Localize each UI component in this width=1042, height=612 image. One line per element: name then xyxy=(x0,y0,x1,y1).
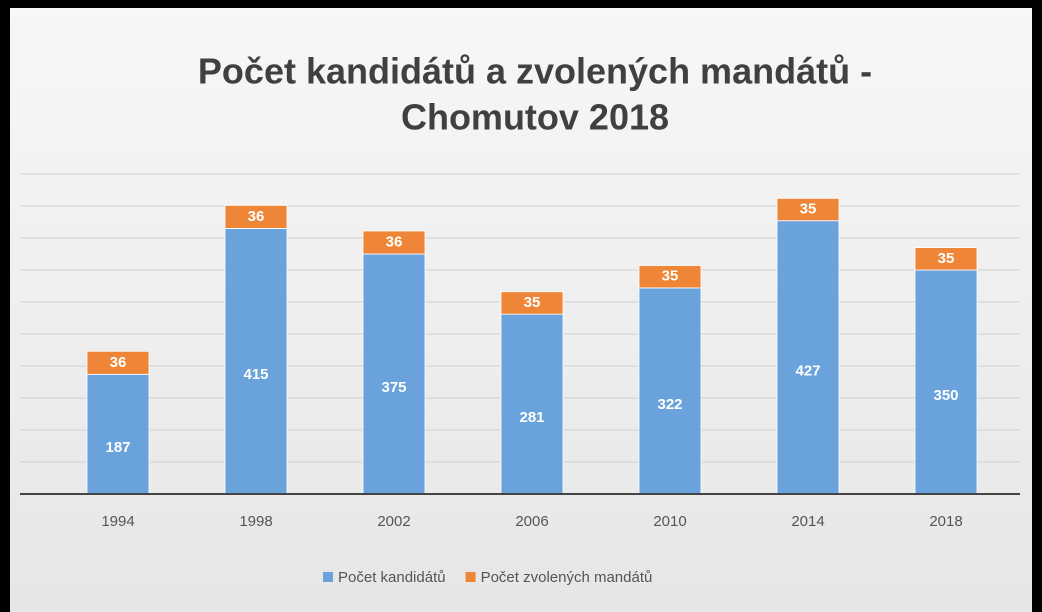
bar-segment xyxy=(362,253,426,495)
bar-segment xyxy=(86,373,150,495)
data-label: 35 xyxy=(800,200,817,217)
x-tick-label: 2014 xyxy=(791,513,824,530)
bar-segment xyxy=(86,350,150,375)
data-label: 375 xyxy=(381,379,406,396)
data-label: 36 xyxy=(386,233,403,250)
data-label: 350 xyxy=(933,387,958,404)
data-label: 36 xyxy=(110,354,127,371)
chart-title: Chomutov 2018 xyxy=(401,97,669,138)
data-label: 36 xyxy=(248,208,265,225)
x-tick-label: 2010 xyxy=(653,513,686,530)
data-label: 35 xyxy=(938,250,955,267)
data-label: 35 xyxy=(524,294,541,311)
bar-segment xyxy=(362,230,426,255)
bar-segment xyxy=(500,291,564,315)
data-label: 415 xyxy=(243,366,268,383)
legend-label: Počet zvolených mandátů xyxy=(481,569,653,586)
bar-segment xyxy=(500,313,564,495)
data-label: 35 xyxy=(662,268,679,285)
data-label: 427 xyxy=(795,362,820,379)
bar-segment xyxy=(914,247,978,271)
legend-label: Počet kandidátů xyxy=(338,569,446,586)
data-label: 281 xyxy=(519,409,544,426)
data-label: 187 xyxy=(105,439,130,456)
bar-segment xyxy=(638,265,702,289)
legend-swatch xyxy=(465,572,476,582)
bar-segment xyxy=(914,269,978,495)
x-tick-label: 2006 xyxy=(515,513,548,530)
x-tick-label: 1994 xyxy=(101,513,134,530)
bar-segment xyxy=(638,287,702,495)
data-label: 322 xyxy=(657,396,682,413)
chart-title: Počet kandidátů a zvolených mandátů - xyxy=(198,51,872,92)
x-tick-label: 2002 xyxy=(377,513,410,530)
bar-segment xyxy=(224,227,288,495)
x-tick-label: 1998 xyxy=(239,513,272,530)
x-tick-label: 2018 xyxy=(929,513,962,530)
bar-segment xyxy=(224,204,288,229)
legend-swatch xyxy=(323,572,333,582)
bar-segment xyxy=(776,220,840,495)
bar-segment xyxy=(776,197,840,222)
